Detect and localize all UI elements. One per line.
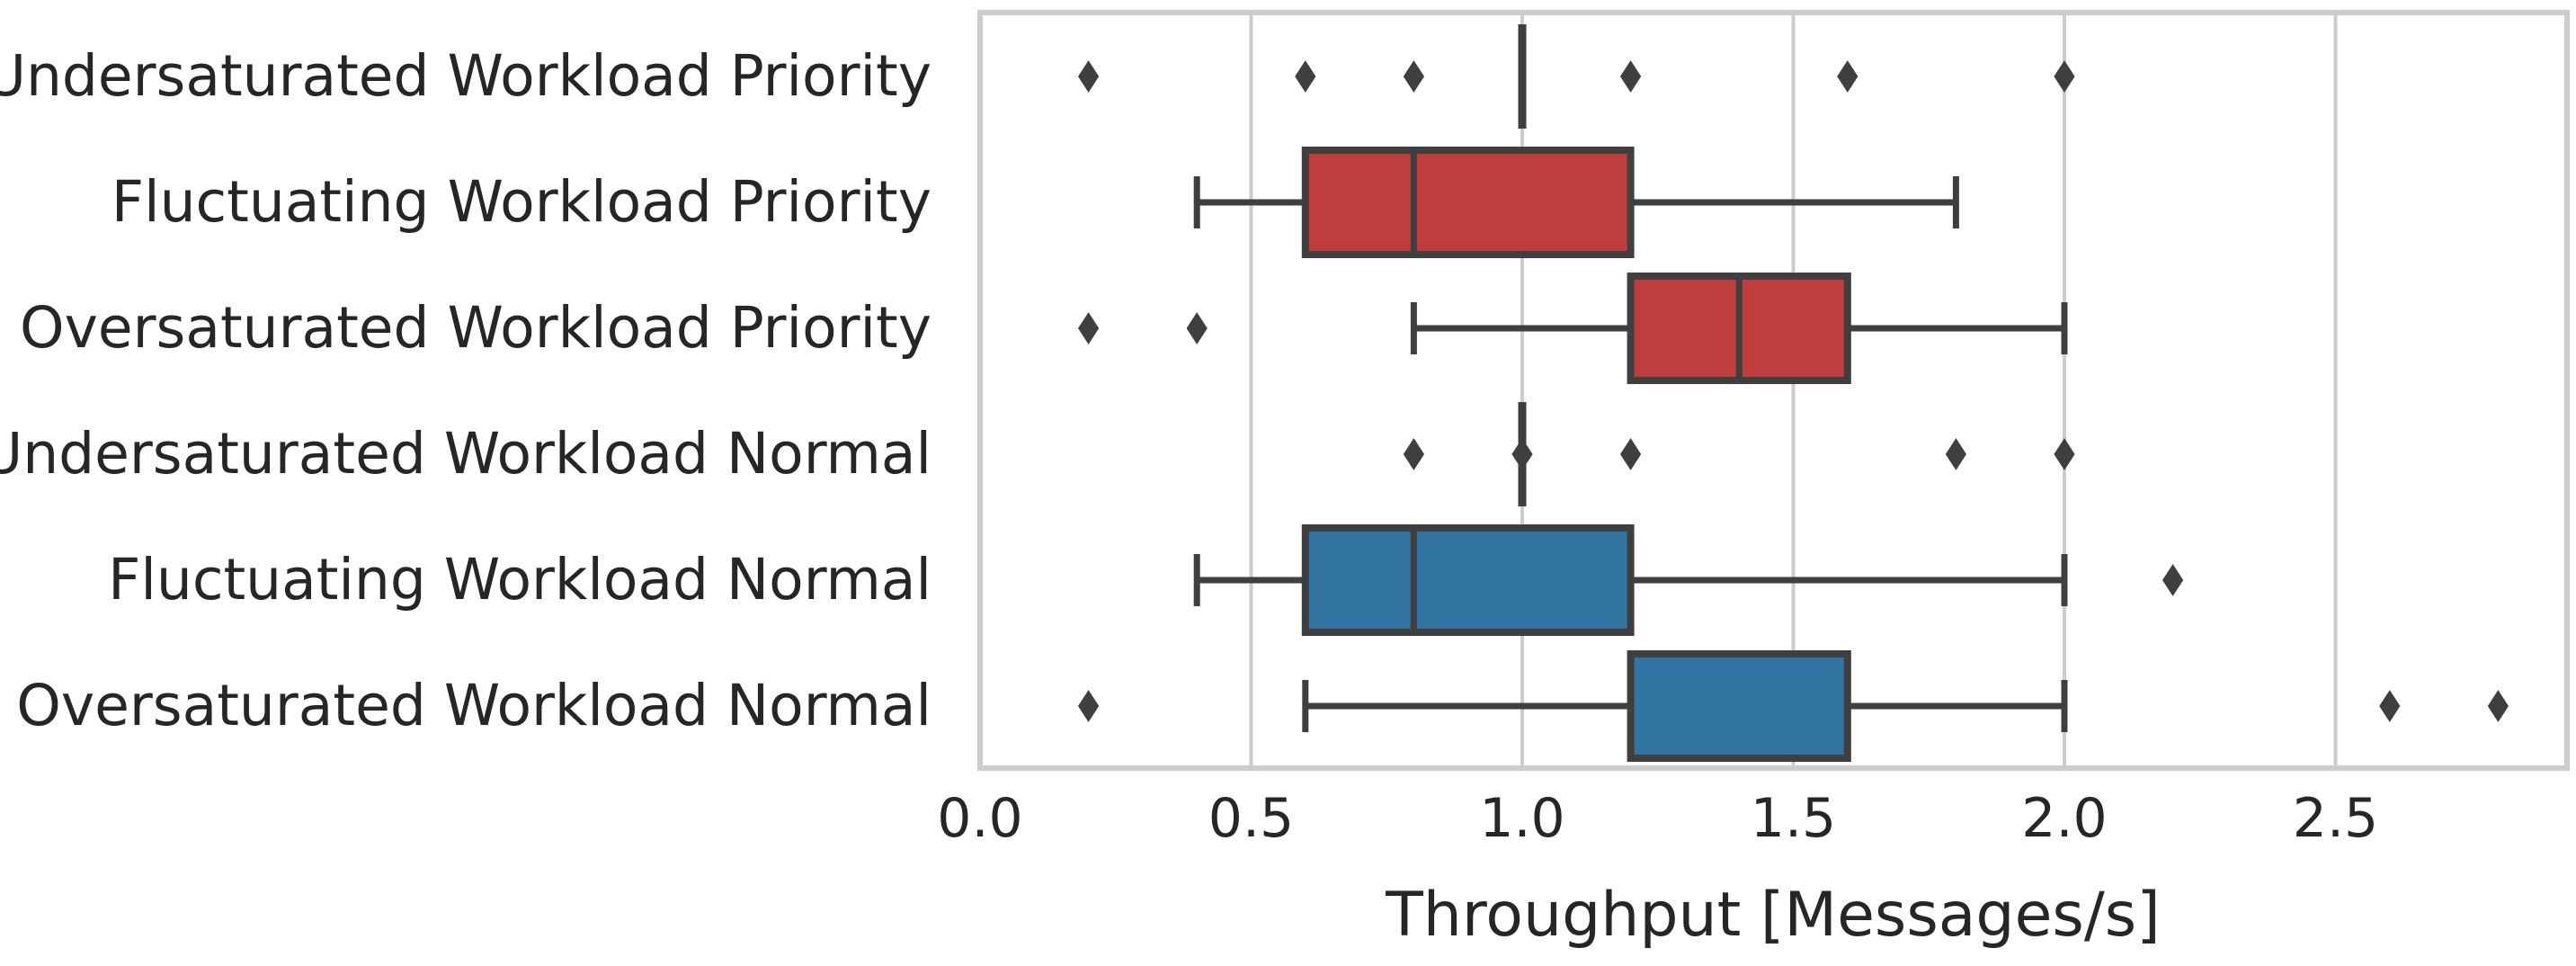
x-axis-label: Throughput [Messages/s] (1385, 880, 2160, 951)
outlier-point (1403, 438, 1424, 470)
x-tick-labels: 0.0 0.5 1.0 1.5 2.0 2.5 (937, 787, 2378, 850)
outlier-point (1837, 60, 1858, 93)
outlier-point (1186, 312, 1208, 344)
category-labels: Undersaturated Workload Priority Fluctuat… (0, 43, 931, 738)
plot-frame (977, 10, 2570, 771)
category-label: Oversaturated Workload Normal (16, 673, 931, 738)
outlier-point (1945, 438, 1966, 470)
box-group (1078, 24, 2075, 129)
outlier-point (2054, 438, 2075, 470)
outlier-point (1620, 438, 1642, 470)
box-group (1078, 650, 2509, 762)
box (1301, 147, 1635, 258)
x-tick-label: 1.0 (1479, 787, 1564, 850)
box-group (1078, 273, 2068, 384)
box-series (1078, 24, 2509, 762)
outlier-point (1078, 690, 1100, 722)
x-tick-label: 0.5 (1208, 787, 1294, 850)
outlier-point (1295, 60, 1316, 93)
category-label: Undersaturated Workload Priority (0, 43, 931, 109)
box (1301, 524, 1635, 636)
x-tick-label: 2.5 (2293, 787, 2378, 850)
x-tick-label: 0.0 (937, 787, 1022, 850)
outlier-point (1620, 60, 1642, 93)
box (1627, 650, 1851, 762)
outlier-point (1511, 438, 1533, 470)
box-group (1193, 524, 2184, 636)
x-tick-label: 2.0 (2021, 787, 2107, 850)
category-label: Fluctuating Workload Normal (108, 547, 931, 613)
x-tick-label: 1.5 (1751, 787, 1836, 850)
outlier-point (2379, 690, 2401, 722)
category-label: Oversaturated Workload Priority (20, 295, 931, 361)
outlier-point (1078, 60, 1100, 93)
box-group (1403, 402, 2075, 506)
category-label: Undersaturated Workload Normal (0, 421, 931, 487)
outlier-point (1078, 312, 1100, 344)
outlier-point (2487, 690, 2509, 722)
outlier-point (2054, 60, 2075, 93)
outlier-point (1403, 60, 1424, 93)
box-group (1193, 147, 1959, 258)
outlier-point (2162, 564, 2184, 596)
category-label: Fluctuating Workload Priority (111, 169, 931, 235)
